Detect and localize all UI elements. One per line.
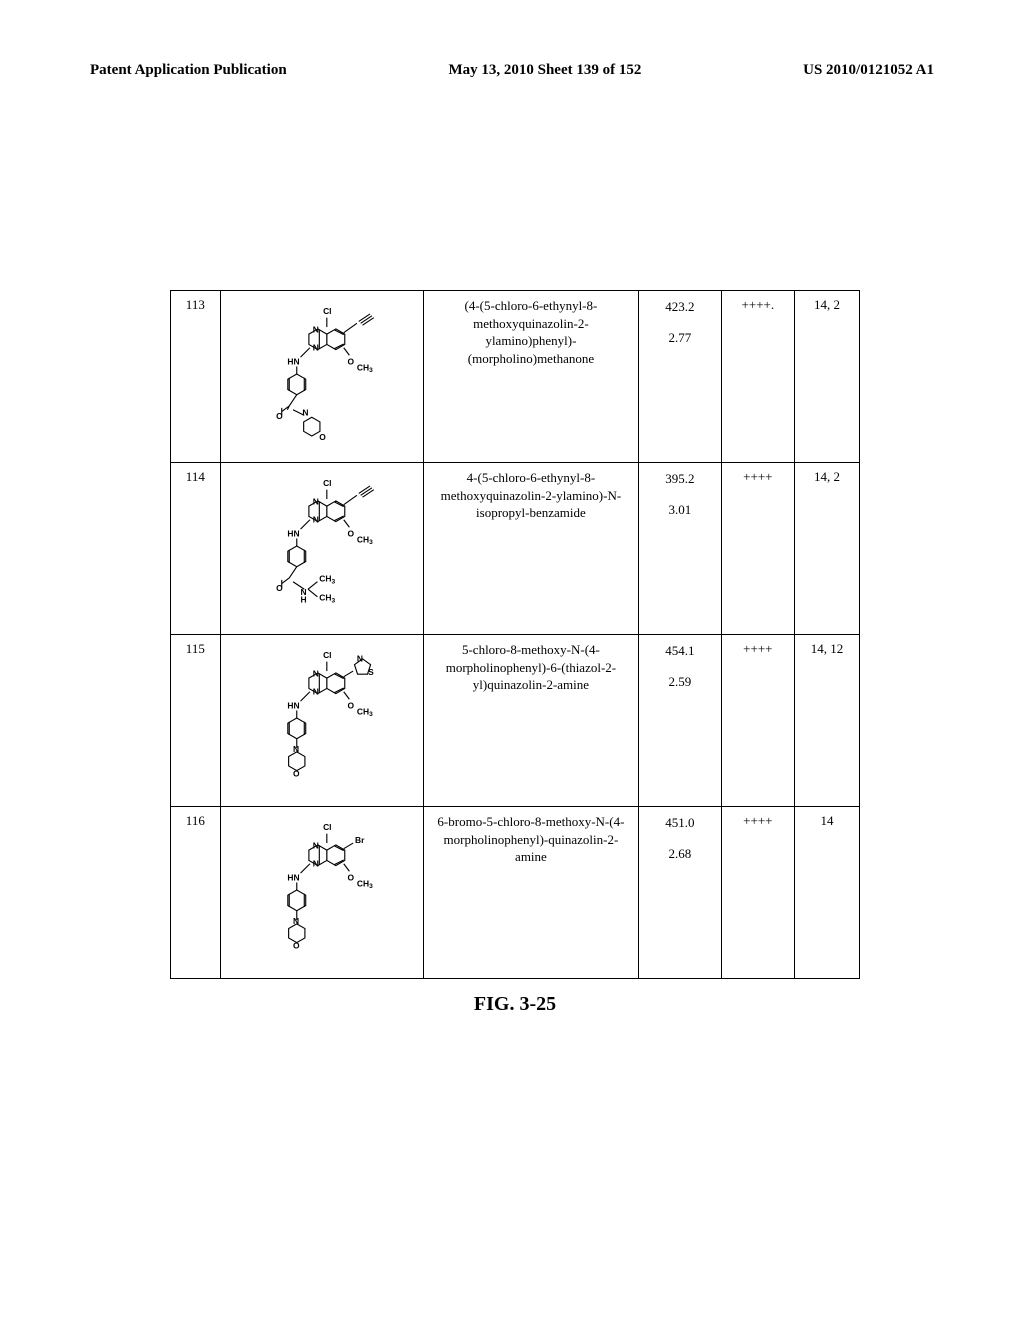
svg-text:CH3: CH3: [357, 534, 373, 546]
compound-structure: ClNNHNOCH3BrNO: [220, 807, 423, 979]
svg-text:Cl: Cl: [323, 650, 331, 660]
svg-text:H: H: [300, 594, 306, 604]
compound-name: 6-bromo-5-chloro-8-methoxy-N-(4-morpholi…: [423, 807, 638, 979]
compound-id: 113: [171, 291, 221, 463]
compound-rating: ++++: [721, 463, 794, 635]
svg-text:O: O: [293, 940, 300, 950]
chemical-structure-svg: ClNNHNOCH3ONHCH3CH3: [225, 469, 419, 624]
compound-structure: ClNNHNOCH3NSNO: [220, 635, 423, 807]
svg-text:N: N: [293, 916, 299, 926]
svg-text:O: O: [276, 583, 283, 593]
compound-rating: ++++: [721, 807, 794, 979]
header-publication: Patent Application Publication: [90, 62, 287, 79]
chemical-structure-svg: ClNNHNOCH3BrNO: [225, 813, 419, 968]
svg-text:O: O: [293, 768, 300, 778]
header-patent-number: US 2010/0121052 A1: [803, 62, 934, 79]
svg-text:O: O: [347, 701, 354, 711]
compound-ref: 14, 2: [794, 291, 859, 463]
svg-text:N: N: [312, 669, 318, 679]
compound-rating: ++++: [721, 635, 794, 807]
svg-text:Cl: Cl: [323, 822, 331, 832]
svg-text:O: O: [319, 432, 326, 442]
svg-text:O: O: [347, 529, 354, 539]
table-row: 115ClNNHNOCH3NSNO5-chloro-8-methoxy-N-(4…: [171, 635, 860, 807]
svg-text:CH3: CH3: [357, 706, 373, 718]
compound-structure: ClNNHNOCH3ONO: [220, 291, 423, 463]
svg-text:O: O: [347, 873, 354, 883]
compound-name: (4-(5-chloro-6-ethynyl-8-methoxyquinazol…: [423, 291, 638, 463]
compound-id: 115: [171, 635, 221, 807]
compound-table: 113ClNNHNOCH3ONO(4-(5-chloro-6-ethynyl-8…: [170, 290, 860, 979]
svg-text:HN: HN: [287, 873, 299, 883]
svg-text:N: N: [312, 343, 318, 353]
svg-text:Cl: Cl: [323, 306, 331, 316]
compound-ref: 14: [794, 807, 859, 979]
svg-text:O: O: [276, 411, 283, 421]
compound-id: 116: [171, 807, 221, 979]
compound-name: 5-chloro-8-methoxy-N-(4-morpholinophenyl…: [423, 635, 638, 807]
compound-structure: ClNNHNOCH3ONHCH3CH3: [220, 463, 423, 635]
compound-mass-rt: 395.23.01: [638, 463, 721, 635]
svg-text:HN: HN: [287, 701, 299, 711]
compound-id: 114: [171, 463, 221, 635]
svg-text:S: S: [368, 667, 374, 677]
svg-text:N: N: [312, 515, 318, 525]
svg-text:HN: HN: [287, 529, 299, 539]
svg-text:N: N: [312, 325, 318, 335]
chemical-structure-svg: ClNNHNOCH3ONO: [225, 297, 419, 452]
data-table-container: 113ClNNHNOCH3ONO(4-(5-chloro-6-ethynyl-8…: [170, 290, 860, 1016]
svg-text:CH3: CH3: [319, 574, 335, 586]
svg-text:N: N: [312, 859, 318, 869]
compound-name: 4-(5-chloro-6-ethynyl-8-methoxyquinazoli…: [423, 463, 638, 635]
header-date-sheet: May 13, 2010 Sheet 139 of 152: [448, 62, 641, 79]
figure-caption: FIG. 3-25: [170, 993, 860, 1016]
svg-text:O: O: [347, 357, 354, 367]
compound-rating: ++++.: [721, 291, 794, 463]
svg-text:HN: HN: [287, 357, 299, 367]
svg-text:Br: Br: [355, 835, 365, 845]
compound-mass-rt: 451.02.68: [638, 807, 721, 979]
compound-mass-rt: 454.12.59: [638, 635, 721, 807]
svg-text:CH3: CH3: [319, 593, 335, 605]
table-row: 116ClNNHNOCH3BrNO6-bromo-5-chloro-8-meth…: [171, 807, 860, 979]
compound-mass-rt: 423.22.77: [638, 291, 721, 463]
page-header: Patent Application Publication May 13, 2…: [90, 62, 934, 79]
svg-text:N: N: [293, 744, 299, 754]
svg-text:N: N: [312, 687, 318, 697]
svg-text:N: N: [312, 497, 318, 507]
svg-text:CH3: CH3: [357, 362, 373, 374]
chemical-structure-svg: ClNNHNOCH3NSNO: [225, 641, 419, 796]
svg-text:N: N: [312, 841, 318, 851]
table-row: 114ClNNHNOCH3ONHCH3CH34-(5-chloro-6-ethy…: [171, 463, 860, 635]
svg-text:Cl: Cl: [323, 478, 331, 488]
svg-text:N: N: [357, 654, 363, 664]
table-row: 113ClNNHNOCH3ONO(4-(5-chloro-6-ethynyl-8…: [171, 291, 860, 463]
compound-ref: 14, 12: [794, 635, 859, 807]
svg-text:N: N: [302, 407, 308, 417]
svg-text:CH3: CH3: [357, 878, 373, 890]
compound-ref: 14, 2: [794, 463, 859, 635]
